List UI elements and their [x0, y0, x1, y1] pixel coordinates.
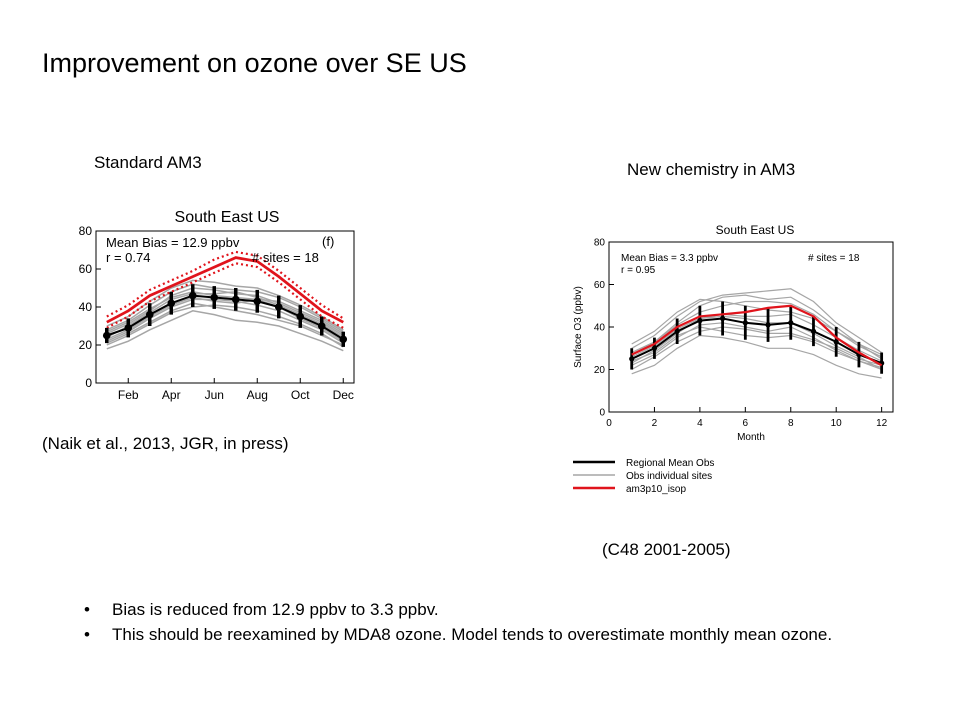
x-tick-label: 8 [788, 418, 794, 429]
obs-mean-point [674, 328, 680, 334]
y-tick-label: 80 [594, 238, 606, 249]
obs-mean-point [651, 345, 658, 351]
x-tick-label: Aug [247, 388, 268, 402]
right-citation: (C48 2001-2005) [602, 540, 731, 559]
obs-site-line [631, 326, 882, 368]
x-tick-label: 2 [652, 418, 658, 429]
y-tick-label: 40 [79, 300, 93, 314]
obs-site-line [631, 294, 882, 360]
y-tick-label: 0 [599, 408, 605, 419]
obs-site-line [106, 298, 344, 344]
slide-title: Improvement on ozone over SE US [42, 48, 467, 78]
y-tick-label: 20 [594, 365, 606, 376]
x-tick-label: 4 [697, 418, 703, 429]
x-tick-label: Jun [205, 388, 224, 402]
left-stat-r: r = 0.74 [106, 250, 150, 265]
obs-mean-point [833, 339, 839, 345]
y-tick-label: 80 [79, 224, 93, 238]
right-stat-sites: # sites = 18 [808, 253, 860, 264]
obs-mean-point [788, 320, 794, 326]
obs-mean-point [765, 322, 771, 328]
obs-mean-point [742, 320, 748, 326]
x-tick-label: Feb [118, 388, 139, 402]
left-stat-sites: # sites = 18 [252, 250, 319, 265]
obs-site-line [631, 288, 882, 354]
bullet-item: • This should be reexamined by MDA8 ozon… [82, 623, 922, 647]
right-stat-bias: Mean Bias = 3.3 ppbv [621, 253, 718, 264]
y-tick-label: 40 [594, 323, 606, 334]
obs-mean-point [629, 356, 635, 362]
model-range-line [106, 262, 344, 329]
obs-mean-point [188, 291, 197, 300]
right-legend: Regional Mean Obs Obs individual sites a… [573, 458, 714, 495]
legend-label-model: am3p10_isop [626, 484, 686, 495]
right-stat-r: r = 0.95 [621, 265, 656, 276]
x-tick-label: Apr [162, 388, 181, 402]
right-y-axis-label: Surface O3 (ppbv) [573, 286, 584, 368]
right-panel-heading: New chemistry in AM3 [627, 160, 796, 179]
obs-mean-line [631, 317, 882, 365]
y-tick-label: 0 [85, 376, 92, 390]
legend-label-obs-mean: Regional Mean Obs [626, 458, 714, 469]
right-plot-area: 0 20 40 60 80 0 2 4 6 8 10 12 [594, 238, 888, 430]
x-tick-label: Dec [333, 388, 354, 402]
obs-mean-point [210, 293, 219, 302]
obs-site-line [106, 302, 344, 346]
obs-site-line [631, 300, 882, 358]
obs-site-line [106, 283, 344, 333]
y-tick-label: 20 [79, 338, 93, 352]
obs-mean-point [339, 335, 348, 344]
obs-mean-point [124, 324, 133, 332]
obs-site-line [106, 296, 344, 342]
bullet-text: Bias is reduced from 12.9 ppbv to 3.3 pp… [112, 600, 439, 619]
obs-mean-point [253, 297, 262, 306]
model-line [631, 304, 883, 367]
obs-site-line [631, 334, 882, 379]
y-tick-label: 60 [79, 262, 93, 276]
obs-mean-point [697, 318, 703, 324]
legend-label-obs-sites: Obs individual sites [626, 471, 712, 482]
model-line [106, 256, 344, 324]
obs-mean-line [106, 294, 344, 341]
obs-mean-point [145, 310, 154, 319]
left-plot-area: 0 20 40 60 80 Feb Apr Jun Aug Oct Dec [79, 224, 354, 402]
left-panel-label: (f) [322, 234, 334, 249]
obs-site-line [631, 326, 882, 371]
left-chart-title: South East US [175, 209, 280, 226]
x-tick-label: 10 [831, 418, 843, 429]
obs-site-line [631, 315, 882, 371]
right-x-axis-label: Month [737, 432, 765, 443]
obs-mean-point [720, 315, 726, 322]
obs-mean-point [810, 328, 817, 334]
left-stat-bias: Mean Bias = 12.9 ppbv [106, 235, 240, 250]
obs-site-line [106, 310, 344, 352]
obs-site-line [106, 291, 344, 335]
obs-mean-point [102, 331, 111, 340]
x-tick-label: 0 [606, 418, 612, 429]
obs-mean-point [231, 295, 240, 304]
obs-mean-point [274, 303, 283, 311]
bullet-dot: • [84, 600, 90, 619]
x-tick-label: 6 [743, 418, 749, 429]
bullet-list: • Bias is reduced from 12.9 ppbv to 3.3 … [82, 598, 922, 648]
obs-mean-point [296, 312, 305, 321]
model-range-line [106, 250, 344, 320]
x-tick-label: Oct [291, 388, 310, 402]
obs-site-line [106, 287, 344, 337]
obs-mean-point [167, 299, 176, 307]
obs-site-line [631, 322, 882, 371]
left-panel-heading: Standard AM3 [94, 153, 202, 172]
obs-site-line [106, 304, 344, 348]
left-chart: South East US 0 20 40 60 80 Feb Apr Jun Aug Oct De… [79, 209, 355, 402]
right-chart: South East US 0 20 40 60 80 0 2 4 6 8 10 12 Mean Bi… [573, 223, 894, 495]
bullet-item: • Bias is reduced from 12.9 ppbv to 3.3 … [82, 598, 922, 622]
right-chart-title: South East US [716, 223, 795, 237]
left-citation: (Naik et al., 2013, JGR, in press) [42, 434, 289, 453]
y-tick-label: 60 [594, 280, 606, 291]
obs-mean-point [317, 322, 326, 330]
bullet-text: This should be reexamined by MDA8 ozone.… [112, 625, 833, 644]
bullet-dot: • [84, 625, 90, 644]
x-tick-label: 12 [876, 418, 888, 429]
